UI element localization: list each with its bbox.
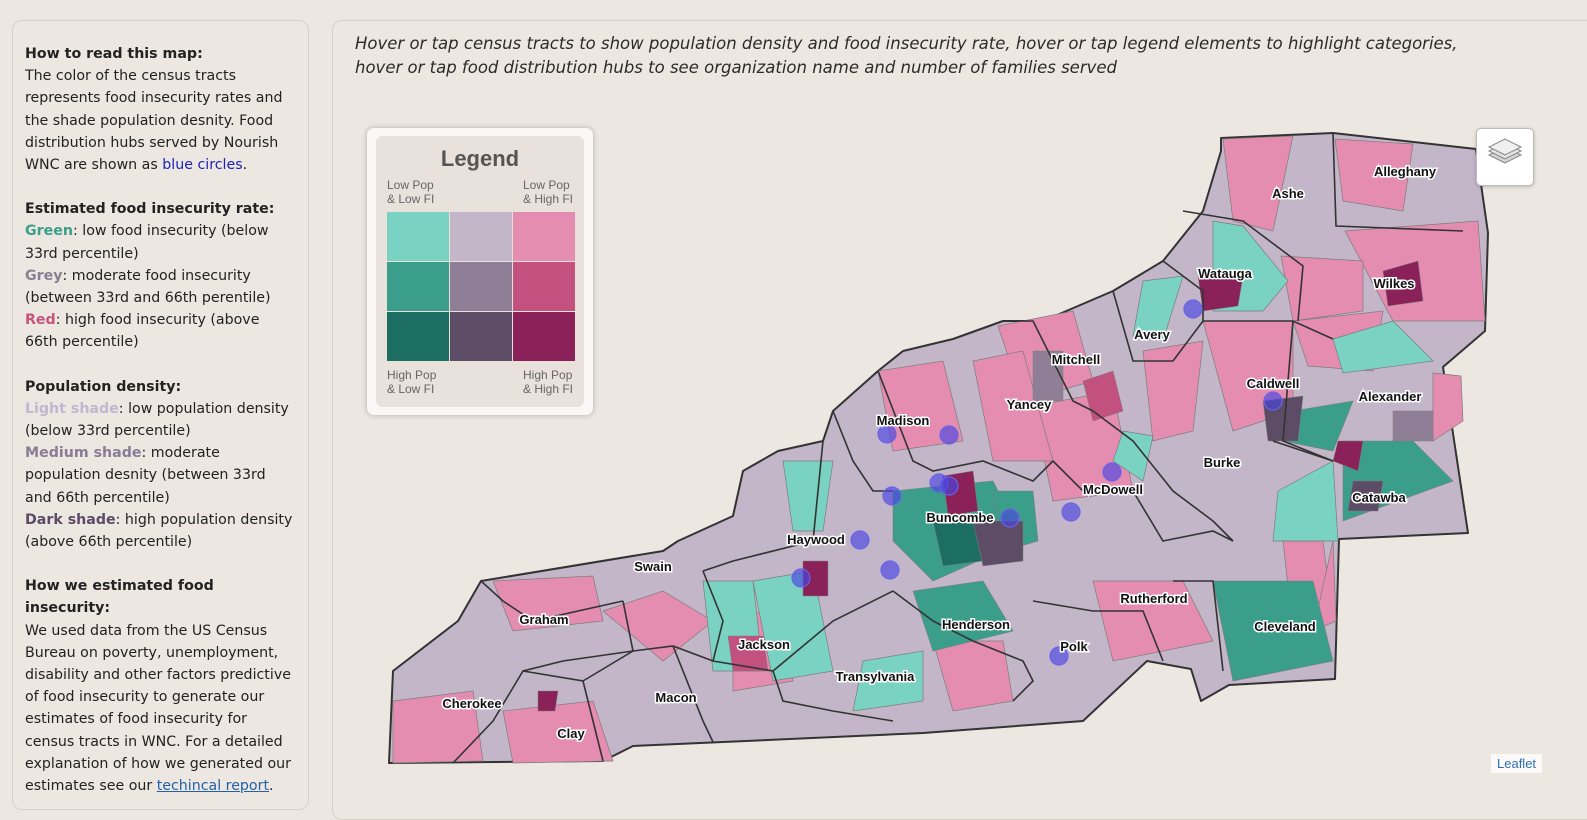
county-label-alleghany: Alleghany	[1374, 164, 1437, 179]
food-hubs[interactable]	[791, 299, 1283, 666]
county-label-avery: Avery	[1134, 327, 1170, 342]
dark-shade-term: Dark shade	[25, 511, 116, 528]
legend-title: Legend	[440, 146, 520, 171]
county-label-cherokee: Cherokee	[442, 696, 501, 711]
food-hub-marker	[1061, 502, 1081, 522]
county-label-watauga: Watauga	[1198, 266, 1252, 281]
legend-cell[interactable]	[513, 312, 575, 361]
red-term: Red	[25, 312, 56, 329]
map-panel: Hover or tap census tracts to show popul…	[332, 20, 1587, 820]
food-hub-marker	[882, 486, 902, 506]
county-label-polk: Polk	[1060, 639, 1088, 654]
grey-term: Grey	[25, 267, 63, 284]
county-label-wilkes: Wilkes	[1373, 276, 1414, 291]
map-instructions: Hover or tap census tracts to show popul…	[355, 34, 1458, 77]
county-label-macon: Macon	[655, 690, 696, 705]
how-to-read-end: .	[242, 157, 248, 174]
food-hub-marker	[850, 530, 870, 550]
light-shade-description: : low population density (below 33rd per…	[25, 400, 289, 440]
legend-label-low-pop-high-fi: Low Pop & High FI	[523, 178, 574, 206]
food-hub-marker	[1263, 391, 1283, 411]
county-label-haywood: Haywood	[787, 532, 845, 547]
legend-panel: Legend Low Pop & Low FI Low Pop & High F…	[367, 128, 593, 415]
county-label-swain: Swain	[634, 559, 672, 574]
info-sidebar: How to read this map: The color of the c…	[12, 20, 309, 810]
legend-label-high-pop-high-fi: High Pop & High FI	[523, 368, 574, 396]
legend-cell[interactable]	[513, 262, 575, 311]
layers-icon	[1487, 138, 1523, 164]
green-term: Green	[25, 223, 73, 240]
legend-label-low-pop-low-fi: Low Pop & Low FI	[387, 178, 435, 206]
county-label-ashe: Ashe	[1272, 186, 1304, 201]
county-label-madison: Madison	[877, 413, 930, 428]
census-tract-map[interactable]: Alleghany Ashe Watauga Wilkes Avery Mitc…	[333, 21, 1587, 801]
how-to-read-title: How to read this map:	[25, 46, 203, 62]
technical-report-link[interactable]: techincal report	[156, 778, 270, 795]
methodology-title: How we estimated food insecurity:	[25, 578, 214, 617]
how-to-read-section: How to read this map: The color of the c…	[25, 43, 296, 176]
county-label-mitchell: Mitchell	[1052, 352, 1100, 367]
legend-cell[interactable]	[387, 212, 449, 261]
county-label-burke: Burke	[1204, 455, 1241, 470]
food-hub-marker	[1049, 646, 1069, 666]
food-insecurity-section: Estimated food insecurity rate: Green: l…	[25, 198, 296, 353]
grey-description: : moderate food insecurity (between 33rd…	[25, 267, 271, 307]
population-density-section: Population density: Light shade: low pop…	[25, 376, 296, 554]
county-label-henderson: Henderson	[942, 617, 1010, 632]
legend-color-grid[interactable]	[387, 212, 575, 362]
how-to-read-text: The color of the census tracts represent…	[25, 68, 283, 174]
county-label-caldwell: Caldwell	[1247, 376, 1300, 391]
county-label-graham: Graham	[519, 612, 568, 627]
light-shade-term: Light shade	[25, 400, 119, 417]
legend-cell[interactable]	[387, 262, 449, 311]
medium-shade-term: Medium shade	[25, 445, 142, 462]
food-insecurity-title: Estimated food insecurity rate:	[25, 201, 275, 218]
county-label-mcdowell: McDowell	[1083, 482, 1143, 497]
food-hub-marker	[1183, 299, 1203, 319]
food-hub-marker	[791, 568, 811, 588]
legend-inner: Legend Low Pop & Low FI Low Pop & High F…	[376, 136, 584, 407]
medium-shade-description: : moderate population desnity (between 3…	[25, 445, 266, 506]
county-label-buncombe: Buncombe	[926, 510, 993, 525]
methodology-text: We used data from the US Census Bureau o…	[25, 622, 291, 795]
leaflet-attribution-link[interactable]: Leaflet	[1491, 754, 1543, 773]
food-hub-marker	[939, 425, 959, 445]
county-label-rutherford: Rutherford	[1120, 591, 1187, 606]
green-description: : low food insecurity (below 33rd percen…	[25, 223, 269, 262]
tract-group-high-fi[interactable]	[392, 135, 1486, 764]
county-label-transylvania: Transylvania	[836, 669, 916, 684]
county-label-clay: Clay	[557, 726, 585, 741]
dark-shade-description: : high population density (above 66th pe…	[25, 511, 293, 551]
legend-label-high-pop-low-fi: High Pop & Low FI	[387, 368, 437, 396]
layers-control-button[interactable]	[1476, 128, 1534, 186]
methodology-section: How we estimated food insecurity: We use…	[25, 575, 296, 797]
blue-circles-text: blue circles	[162, 157, 243, 174]
county-borders	[452, 132, 1464, 764]
legend-cell[interactable]	[387, 312, 449, 361]
tract-group-low-fi[interactable]	[702, 220, 1434, 712]
county-label-catawba: Catawba	[1352, 490, 1406, 505]
food-hub-marker	[939, 476, 959, 496]
population-density-title: Population density:	[25, 378, 182, 395]
county-label-alexander: Alexander	[1359, 389, 1422, 404]
food-hub-marker	[1102, 462, 1122, 482]
legend-cell[interactable]	[450, 312, 512, 361]
county-labels: Alleghany Ashe Watauga Wilkes Avery Mitc…	[441, 163, 1438, 743]
red-description: : high food insecurity (above 66th perce…	[25, 312, 260, 351]
legend-cell[interactable]	[513, 212, 575, 261]
county-label-cleveland: Cleveland	[1254, 619, 1315, 634]
county-label-jackson: Jackson	[738, 637, 790, 652]
county-label-yancey: Yancey	[1007, 397, 1053, 412]
legend-cell[interactable]	[450, 212, 512, 261]
methodology-end: .	[269, 778, 274, 795]
food-hub-marker	[880, 560, 900, 580]
food-hub-marker	[1000, 508, 1020, 528]
food-hub-marker	[877, 424, 897, 444]
legend-cell[interactable]	[450, 262, 512, 311]
